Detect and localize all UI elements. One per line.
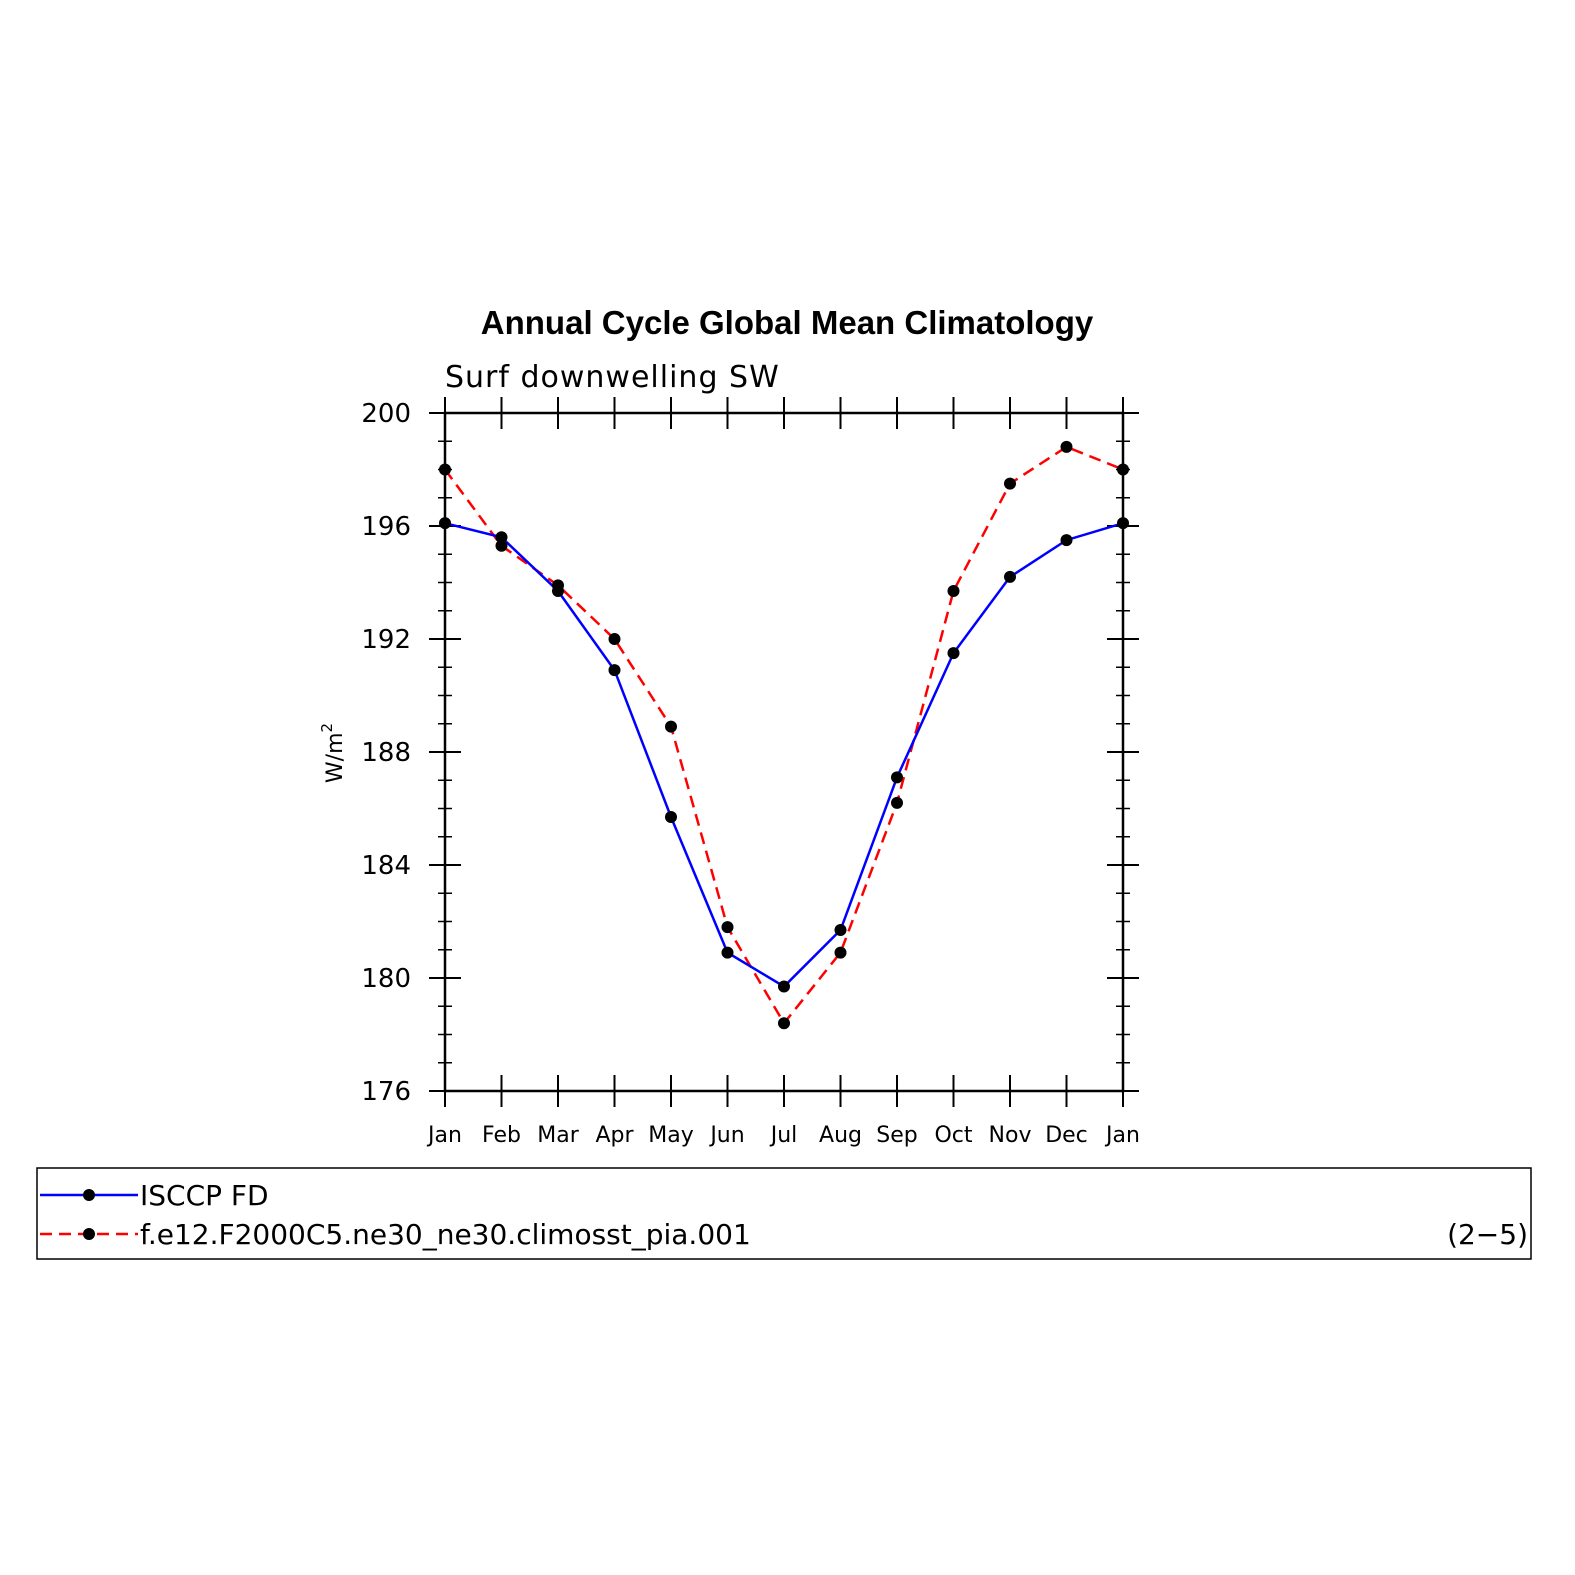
series-1-point — [608, 633, 621, 645]
series-0-point — [495, 531, 508, 544]
series-0-point — [1060, 534, 1073, 547]
axis-ticks — [429, 397, 1139, 1107]
y-axis-label-superscript: 2 — [318, 723, 336, 733]
series-1-point — [721, 921, 734, 934]
series-line-1 — [443, 445, 1124, 1026]
series-0-point — [665, 810, 677, 823]
series-line-0 — [444, 521, 1124, 989]
series-0-point — [1117, 517, 1129, 530]
chart-title: Annual Cycle Global Mean Climatology — [481, 304, 1094, 341]
x-tick-label: Apr — [595, 1123, 634, 1148]
x-tick-label: Feb — [482, 1123, 521, 1148]
series-0-point — [947, 647, 960, 660]
x-tick-label: Mar — [537, 1123, 579, 1148]
series-0-point — [721, 946, 734, 959]
series-1-point — [665, 720, 677, 733]
panel-annotation: (2−5) — [1447, 1218, 1528, 1251]
series-1-point — [891, 796, 903, 809]
series-1-point — [947, 584, 960, 597]
x-tick-label: Nov — [989, 1123, 1032, 1148]
x-tick-labels: Jan Feb Mar Apr May Jun Jul Aug Sep Oct Nov Dec Jan — [426, 1123, 1140, 1148]
series-0-point — [439, 517, 451, 530]
legend-box — [36, 1167, 1532, 1260]
series-1-point — [439, 463, 451, 476]
x-tick-label: Jul — [769, 1123, 798, 1148]
y-tick-label: 200 — [361, 399, 411, 429]
y-axis-label-text: W/m — [323, 732, 348, 783]
legend-marker-0 — [83, 1189, 95, 1201]
x-tick-label: Jan — [426, 1123, 462, 1148]
y-axis-label: W/m2 — [318, 723, 348, 783]
series-1-point — [495, 539, 508, 552]
x-tick-label: Aug — [819, 1123, 862, 1148]
y-tick-label: 188 — [361, 738, 411, 768]
y-tick-label: 180 — [361, 964, 411, 994]
y-tick-label: 192 — [361, 625, 411, 655]
x-tick-label: Sep — [876, 1123, 917, 1148]
y-tick-label: 184 — [361, 851, 411, 881]
series-layer — [439, 440, 1129, 1030]
series-1-point — [552, 579, 564, 592]
legend-label-0: ISCCP FD — [140, 1179, 269, 1212]
legend: ISCCP FD f.e12.F2000C5.ne30_ne30.climosst… — [40, 1179, 751, 1251]
series-1-point — [1004, 477, 1016, 490]
series-0-point — [778, 980, 790, 993]
series-1-point — [1117, 463, 1129, 476]
chart-subtitle: Surf downwelling SW — [445, 360, 780, 395]
legend-label-1: f.e12.F2000C5.ne30_ne30.climosst_pia.001 — [140, 1218, 751, 1251]
series-0-point — [1004, 570, 1016, 583]
legend-marker-1 — [83, 1228, 95, 1240]
x-tick-label: May — [648, 1123, 693, 1148]
y-tick-label: 196 — [361, 512, 411, 542]
y-tick-label: 176 — [361, 1077, 411, 1107]
series-0-point — [891, 771, 903, 784]
svg-text:W/m2: W/m2 — [318, 723, 348, 783]
x-tick-label: Jan — [1104, 1123, 1140, 1148]
series-1-point — [778, 1017, 790, 1030]
x-tick-label: Jun — [708, 1123, 744, 1148]
series-0-point — [608, 664, 621, 677]
y-tick-labels: 176 180 184 188 192 196 200 — [361, 399, 411, 1107]
series-1-point — [1060, 440, 1073, 453]
x-tick-label: Dec — [1045, 1123, 1088, 1148]
series-1-point — [834, 946, 847, 959]
x-tick-label: Oct — [934, 1123, 972, 1148]
series-0-point — [834, 923, 847, 936]
